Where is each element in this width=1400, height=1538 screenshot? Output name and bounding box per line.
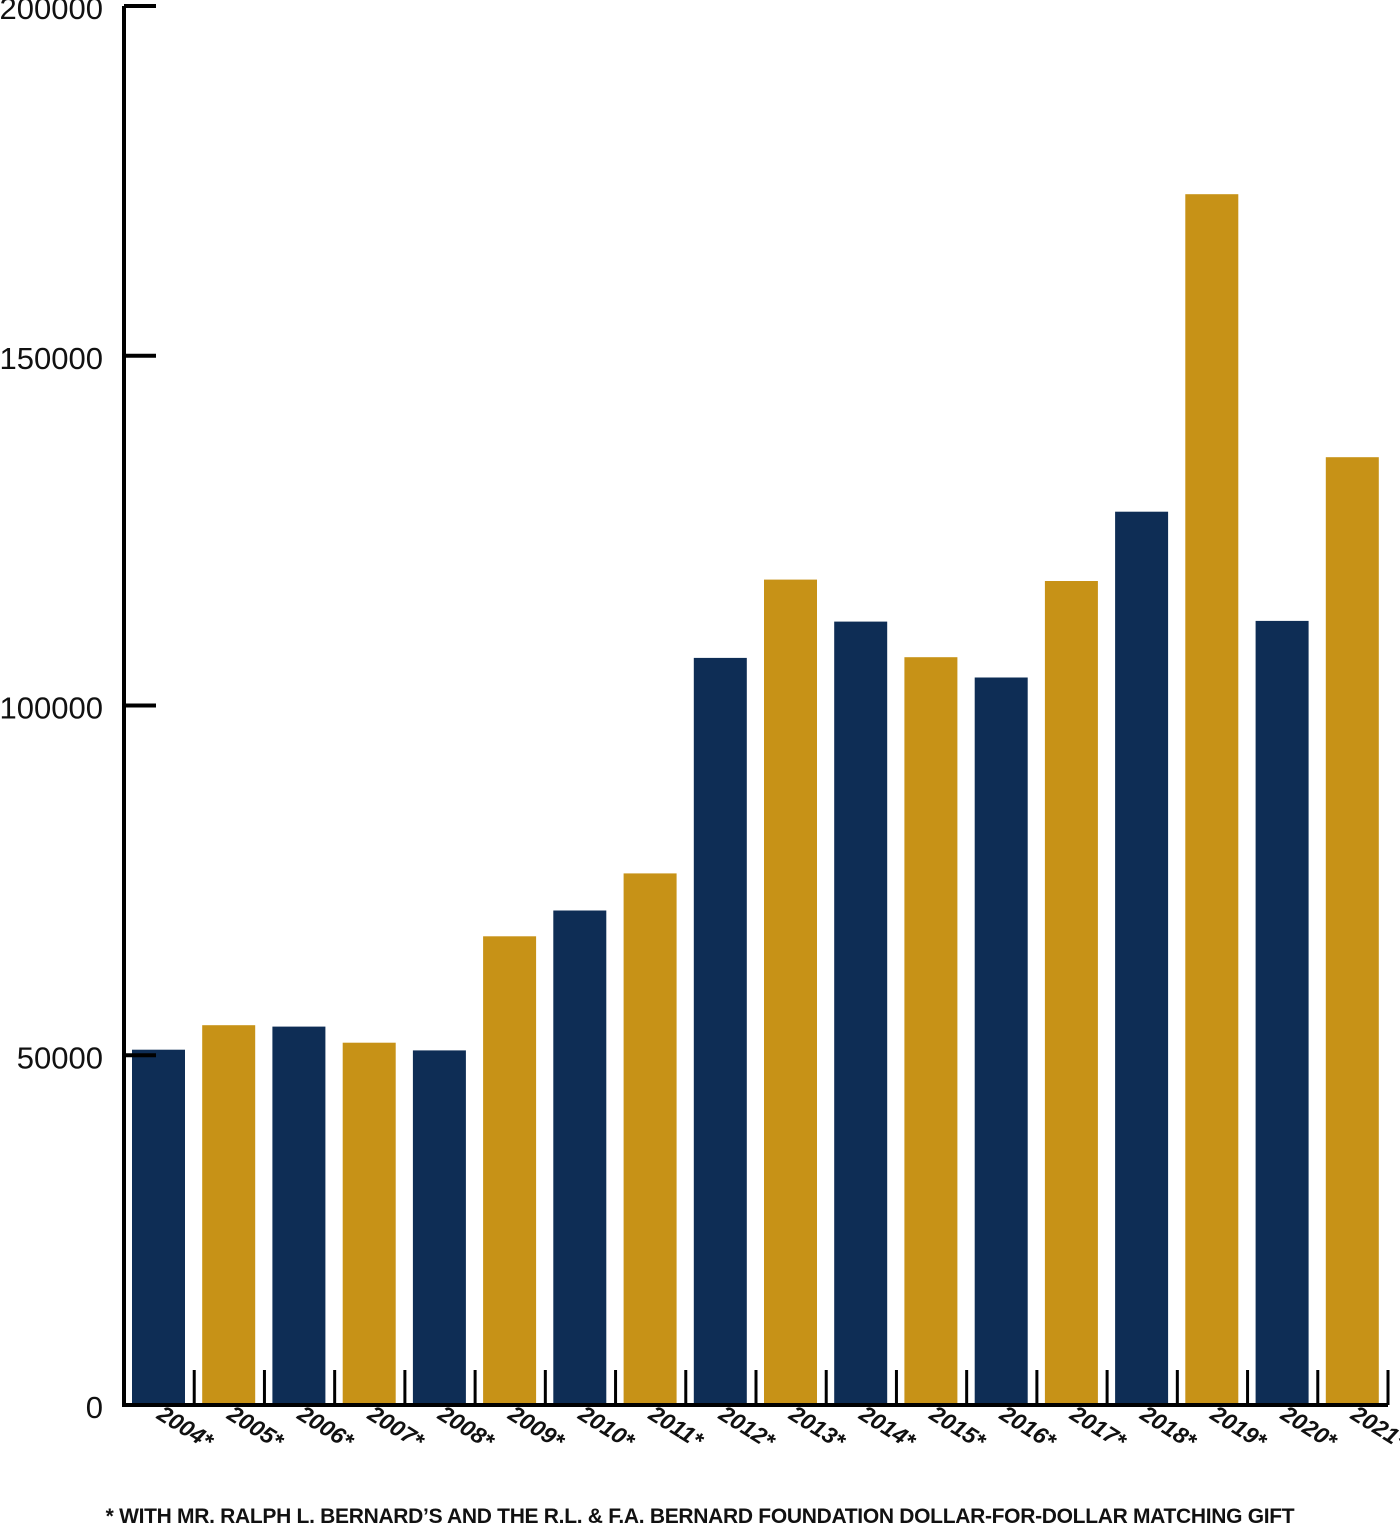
bar-2020 (1255, 620, 1309, 1405)
bar-2010 (553, 910, 607, 1405)
bar-2009 (483, 936, 537, 1405)
y-tick-label: 150000 (0, 341, 103, 376)
bar-2017 (1044, 581, 1098, 1405)
bar-2019 (1185, 194, 1239, 1406)
x-tick-label: 2015* (925, 1400, 991, 1455)
x-tick-label: 2012* (714, 1400, 780, 1455)
bar-2018 (1115, 511, 1169, 1405)
bar-2012 (693, 657, 747, 1405)
x-tick-label: 2013* (784, 1400, 850, 1455)
x-tick-label: 2016* (995, 1400, 1061, 1455)
bar-2015 (904, 657, 958, 1405)
x-tick-label: 2011* (644, 1400, 709, 1454)
x-tick-label: 2010* (573, 1400, 639, 1455)
bars-group (132, 194, 1379, 1406)
bar-2013 (764, 579, 817, 1405)
bar-2011 (623, 873, 677, 1405)
x-tick-label: 2009* (503, 1400, 569, 1455)
x-tick-label: 2019* (1205, 1400, 1271, 1455)
bar-2021 (1325, 457, 1379, 1405)
bar-2004 (132, 1049, 185, 1405)
x-axis-labels: 2004* 2005* 2006* 2007* 2008* 2009* 2010* 2011*… (152, 1400, 1400, 1455)
x-tick-label: 2021* (1346, 1400, 1400, 1455)
y-axis: 0 50000 100000 150000 200000 (0, 0, 156, 1425)
x-tick-label: 2020* (1276, 1400, 1342, 1455)
bar-2006 (272, 1026, 326, 1405)
x-tick-label: 2008* (433, 1400, 499, 1455)
y-tick-label: 50000 (17, 1040, 103, 1075)
x-tick-label: 2017* (1065, 1400, 1131, 1455)
x-tick-label: 2014* (854, 1400, 920, 1455)
x-tick-label: 2018* (1135, 1400, 1201, 1455)
x-tick-label: 2007* (363, 1400, 429, 1455)
x-tick-label: 2004* (152, 1400, 218, 1455)
bar-2005 (202, 1025, 256, 1405)
x-tick-label: 2005* (222, 1400, 288, 1455)
bar-2016 (974, 677, 1028, 1405)
y-tick-label: 100000 (0, 691, 103, 726)
footnote: * WITH MR. RALPH L. BERNARD’S AND THE R.… (105, 1505, 1295, 1528)
y-tick-label: 0 (86, 1390, 103, 1425)
x-axis (122, 1370, 1390, 1407)
bar-2008 (412, 1050, 466, 1405)
bar-2014 (834, 621, 888, 1405)
bar-2007 (342, 1042, 396, 1405)
y-tick-label: 200000 (0, 0, 103, 26)
x-tick-label: 2006* (293, 1400, 359, 1455)
